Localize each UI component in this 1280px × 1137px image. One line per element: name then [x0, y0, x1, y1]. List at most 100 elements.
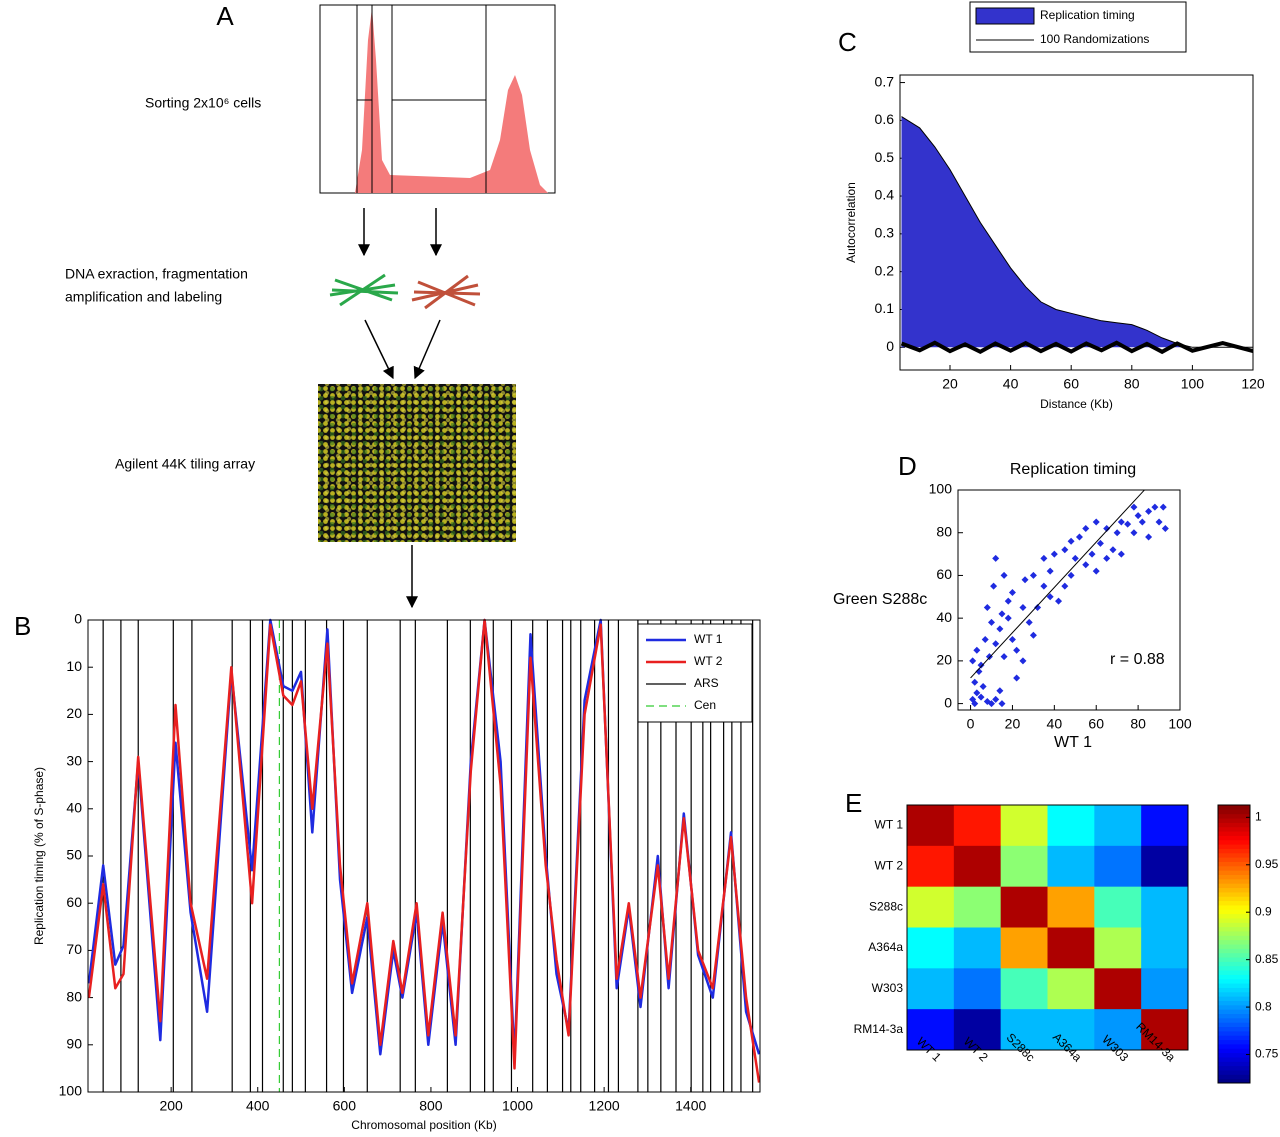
area-line: [901, 116, 1253, 348]
point: [992, 554, 1000, 562]
colorbar-step: [1218, 996, 1250, 1001]
heat-cell: [1141, 805, 1189, 847]
row-label: WT 2: [875, 858, 904, 872]
point: [996, 625, 1004, 633]
row-label: RM14-3a: [854, 1022, 904, 1036]
heat-cell: [1000, 1009, 1048, 1051]
panel-letter: C: [838, 27, 857, 57]
y-tick-label: 20: [66, 705, 82, 721]
axes-frame: [87, 619, 761, 1093]
legend-label: Replication timing: [1040, 8, 1135, 22]
colorbar-tick-label: 0.75: [1255, 1047, 1279, 1061]
heat-cell: [1047, 805, 1095, 847]
point: [1155, 518, 1163, 526]
histogram-shape: [355, 8, 548, 193]
row-label: WT 1: [875, 818, 904, 832]
colorbar-step: [1218, 805, 1250, 810]
heat-cell: [1141, 927, 1189, 969]
point: [1159, 503, 1167, 511]
gates: [356, 5, 487, 193]
heat-cell: [907, 845, 955, 888]
point: [1092, 518, 1100, 526]
colorbar-step: [1218, 944, 1250, 949]
point: [1061, 582, 1069, 590]
point: [1008, 636, 1016, 644]
point: [1000, 653, 1008, 661]
point: [1145, 507, 1153, 515]
y-tick-label: 10: [66, 658, 82, 674]
y-tick-label: 0: [886, 338, 894, 354]
legend-label: WT 1: [694, 632, 723, 646]
point: [996, 687, 1004, 695]
colorbar-step: [1218, 1074, 1250, 1080]
y-tick-label: 20: [936, 652, 952, 668]
heat-cell: [1000, 968, 1048, 1010]
area-fill: [901, 116, 1253, 348]
point: [1113, 529, 1121, 537]
panel-letter: B: [14, 611, 31, 641]
axes-frame: [906, 804, 1189, 1051]
red-dna: [411, 274, 481, 310]
x-tick-label: 0: [967, 716, 975, 732]
x-axis-label: Chromosomal position (Kb): [351, 1118, 496, 1132]
heat-cell: [1094, 927, 1142, 969]
point: [1004, 614, 1012, 622]
colorbar-step: [1218, 952, 1250, 958]
colorbar-step: [1218, 987, 1250, 993]
point: [1067, 571, 1075, 579]
heat-cell: [1094, 886, 1142, 928]
axes-frame: [899, 74, 1254, 371]
y-tick-label: 0.7: [875, 73, 895, 89]
heat-cell: [1141, 968, 1189, 1010]
colorbar-step: [1218, 970, 1250, 975]
x-tick-label: 40: [1003, 376, 1019, 392]
heat-cell: [1047, 886, 1095, 928]
colorbar-step: [1218, 1004, 1250, 1010]
green-dna: [329, 273, 399, 307]
point: [1117, 518, 1125, 526]
colorbar-step: [1218, 874, 1250, 880]
point: [990, 582, 998, 590]
colorbar-step: [1218, 857, 1250, 862]
colorbar-step: [1218, 904, 1250, 910]
point: [1013, 646, 1021, 654]
heat-cell: [1047, 968, 1095, 1010]
point: [1046, 593, 1054, 601]
colorbar-step: [1218, 974, 1250, 980]
colorbar-step: [1218, 887, 1250, 893]
step-text: Agilent 44K tiling array: [115, 456, 255, 472]
point: [977, 661, 985, 669]
colorbar-step: [1218, 852, 1250, 858]
point: [1124, 520, 1132, 528]
row-label: S288c: [869, 899, 903, 913]
point: [998, 700, 1006, 708]
panel-letter: D: [898, 451, 917, 481]
y-tick-label: 100: [929, 481, 953, 497]
colorbar-step: [1218, 1078, 1250, 1084]
microarray-overlay: [318, 384, 516, 542]
legend-label: WT 2: [694, 654, 723, 668]
y-tick-label: 50: [66, 847, 82, 863]
point: [1000, 571, 1008, 579]
point: [977, 693, 985, 701]
y-tick-label: 80: [66, 988, 82, 1004]
x-tick-label: 100: [1181, 376, 1205, 392]
y-tick-label: 0.6: [875, 111, 895, 127]
colorbar-step: [1218, 922, 1250, 928]
point: [1117, 550, 1125, 558]
colorbar-step: [1218, 1030, 1250, 1036]
point: [1055, 597, 1063, 605]
colorbar-step: [1218, 1009, 1250, 1014]
point: [1145, 533, 1153, 541]
y-tick-label: 40: [936, 609, 952, 625]
x-tick-label: 60: [1063, 376, 1079, 392]
point: [1075, 533, 1083, 541]
y-axis-label: Autocorrelation: [844, 182, 858, 263]
colorbar-step: [1218, 1013, 1250, 1019]
x-tick-label: 80: [1124, 376, 1140, 392]
legend-label: Cen: [694, 698, 716, 712]
colorbar-step: [1218, 865, 1250, 871]
y-tick-label: 30: [66, 752, 82, 768]
series-line: [87, 618, 761, 1083]
